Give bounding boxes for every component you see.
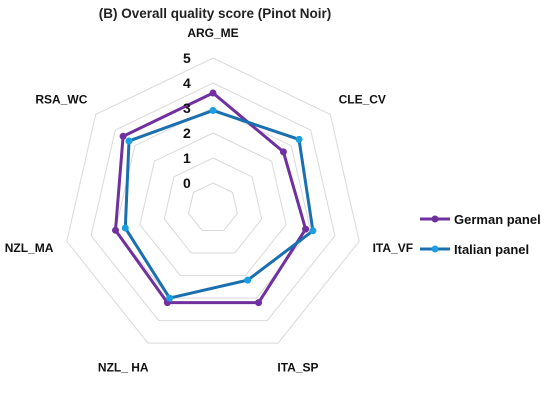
data-point-italian-panel-6 bbox=[125, 137, 133, 145]
axis-label-6: RSA_WC bbox=[35, 92, 87, 106]
data-point-german-panel-5 bbox=[112, 226, 119, 234]
series-line-german-panel bbox=[113, 91, 308, 305]
axis-label-4: NZL_ HA bbox=[98, 361, 149, 375]
legend-swatch-italian bbox=[420, 245, 450, 253]
r-tick-label-4: 4 bbox=[183, 75, 191, 91]
grid-ring-4 bbox=[90, 82, 336, 322]
axis-label-1: CLE_CV bbox=[339, 92, 386, 106]
legend: German panel Italian panel bbox=[420, 208, 541, 268]
data-point-italian-panel-0 bbox=[209, 107, 217, 114]
axis-label-3: ITA_SP bbox=[277, 361, 318, 375]
r-tick-label-0: 0 bbox=[183, 175, 191, 191]
r-tick-label-1: 1 bbox=[183, 150, 191, 166]
r-tick-label-3: 3 bbox=[183, 100, 191, 116]
data-point-german-panel-0 bbox=[209, 89, 217, 97]
data-point-italian-panel-2 bbox=[309, 227, 317, 235]
grid-ring-2 bbox=[139, 132, 287, 277]
data-point-italian-panel-5 bbox=[121, 224, 129, 232]
grid-ring-5 bbox=[66, 57, 360, 344]
legend-label-german: German panel bbox=[454, 211, 541, 227]
grid-ring-3 bbox=[114, 107, 312, 299]
axis-label-2: ITA_VF bbox=[373, 241, 413, 255]
legend-item-italian: Italian panel bbox=[420, 238, 541, 260]
legend-item-german: German panel bbox=[420, 208, 541, 230]
legend-swatch-german bbox=[420, 215, 450, 223]
chart-title: (B) Overall quality score (Pinot Noir) bbox=[98, 6, 332, 21]
legend-label-italian: Italian panel bbox=[454, 241, 530, 257]
grid-ring-1 bbox=[163, 157, 263, 254]
axis-label-0: ARG_ME bbox=[187, 26, 238, 40]
grid-ring-0 bbox=[188, 182, 238, 231]
axis-label-5: NZL_MA bbox=[5, 241, 54, 255]
data-point-german-panel-6 bbox=[119, 132, 127, 140]
data-point-italian-panel-1 bbox=[295, 135, 303, 143]
r-tick-label-5: 5 bbox=[183, 50, 191, 66]
data-point-german-panel-1 bbox=[279, 148, 287, 156]
data-point-italian-panel-4 bbox=[166, 294, 174, 302]
series-line-italian-panel bbox=[123, 108, 315, 300]
data-point-italian-panel-3 bbox=[244, 276, 252, 284]
data-point-german-panel-2 bbox=[302, 225, 310, 233]
data-point-german-panel-3 bbox=[255, 299, 263, 307]
r-tick-label-2: 2 bbox=[183, 125, 191, 141]
